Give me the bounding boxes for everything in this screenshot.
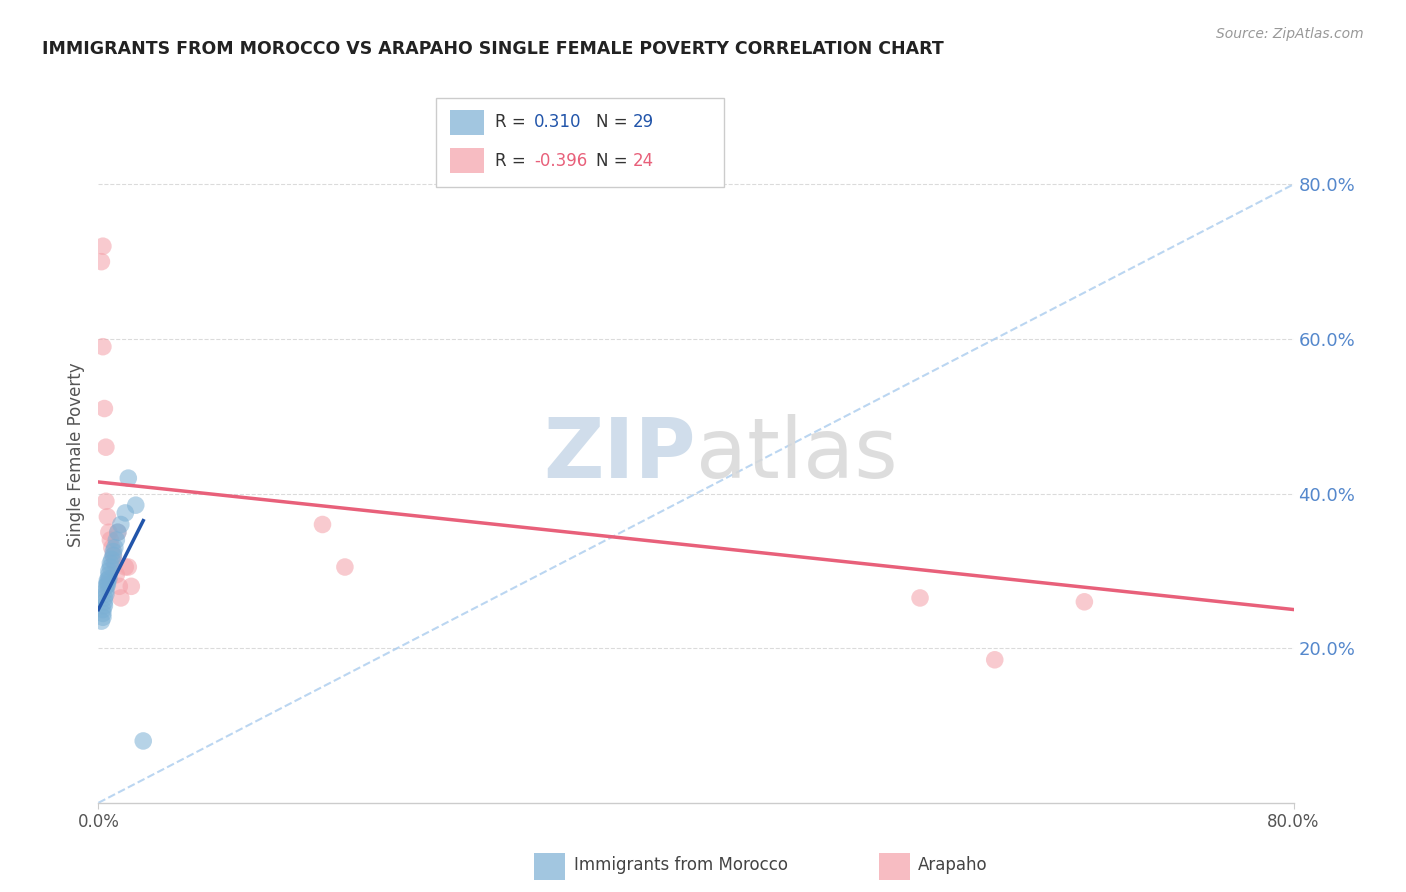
Point: [91, 239, 114, 253]
Point: [110, 517, 132, 532]
Text: atlas: atlas: [696, 415, 897, 495]
Text: N =: N =: [596, 152, 633, 169]
Text: 29: 29: [633, 113, 654, 131]
Point: [984, 653, 1007, 667]
Point: [108, 579, 131, 593]
Point: [908, 591, 931, 605]
Point: [105, 533, 128, 547]
Point: [132, 734, 155, 748]
Text: R =: R =: [495, 152, 531, 169]
Point: [97, 567, 120, 582]
Point: [94, 494, 117, 508]
Point: [98, 556, 122, 570]
Point: [94, 587, 117, 601]
Point: [91, 607, 114, 621]
Text: 24: 24: [633, 152, 654, 169]
Point: [96, 575, 118, 590]
Point: [107, 525, 129, 540]
Point: [114, 506, 136, 520]
Point: [90, 254, 112, 268]
Point: [98, 533, 122, 547]
Point: [104, 541, 127, 555]
Text: N =: N =: [596, 113, 633, 131]
Point: [117, 471, 139, 485]
Point: [1073, 595, 1095, 609]
Point: [98, 560, 122, 574]
Point: [97, 572, 120, 586]
Point: [333, 560, 356, 574]
Point: [93, 591, 115, 605]
Point: [93, 595, 115, 609]
Text: IMMIGRANTS FROM MOROCCO VS ARAPAHO SINGLE FEMALE POVERTY CORRELATION CHART: IMMIGRANTS FROM MOROCCO VS ARAPAHO SINGL…: [42, 40, 943, 58]
Text: R =: R =: [495, 113, 531, 131]
Text: Immigrants from Morocco: Immigrants from Morocco: [574, 856, 787, 874]
Point: [104, 556, 127, 570]
Point: [93, 401, 115, 416]
Y-axis label: Single Female Poverty: Single Female Poverty: [66, 363, 84, 547]
Point: [93, 599, 115, 613]
Point: [96, 573, 118, 587]
Point: [91, 610, 114, 624]
Point: [97, 564, 120, 578]
Point: [110, 591, 132, 605]
Point: [96, 509, 118, 524]
Point: [117, 560, 139, 574]
Point: [94, 579, 117, 593]
Point: [103, 544, 125, 558]
Text: -0.396: -0.396: [534, 152, 588, 169]
Point: [103, 549, 125, 563]
Point: [105, 567, 128, 582]
Point: [120, 579, 142, 593]
Point: [125, 498, 148, 512]
Point: [96, 578, 118, 592]
Point: [91, 340, 114, 354]
Point: [103, 549, 125, 563]
Point: [91, 602, 114, 616]
Point: [97, 525, 120, 540]
Text: Arapaho: Arapaho: [918, 856, 988, 874]
Point: [101, 552, 124, 566]
Point: [107, 525, 129, 540]
Point: [101, 541, 124, 555]
Text: Source: ZipAtlas.com: Source: ZipAtlas.com: [1216, 27, 1364, 41]
Point: [94, 440, 117, 454]
Point: [90, 614, 112, 628]
Point: [114, 560, 136, 574]
Text: 0.310: 0.310: [534, 113, 582, 131]
Point: [311, 517, 333, 532]
Point: [94, 583, 117, 598]
Text: ZIP: ZIP: [544, 415, 696, 495]
